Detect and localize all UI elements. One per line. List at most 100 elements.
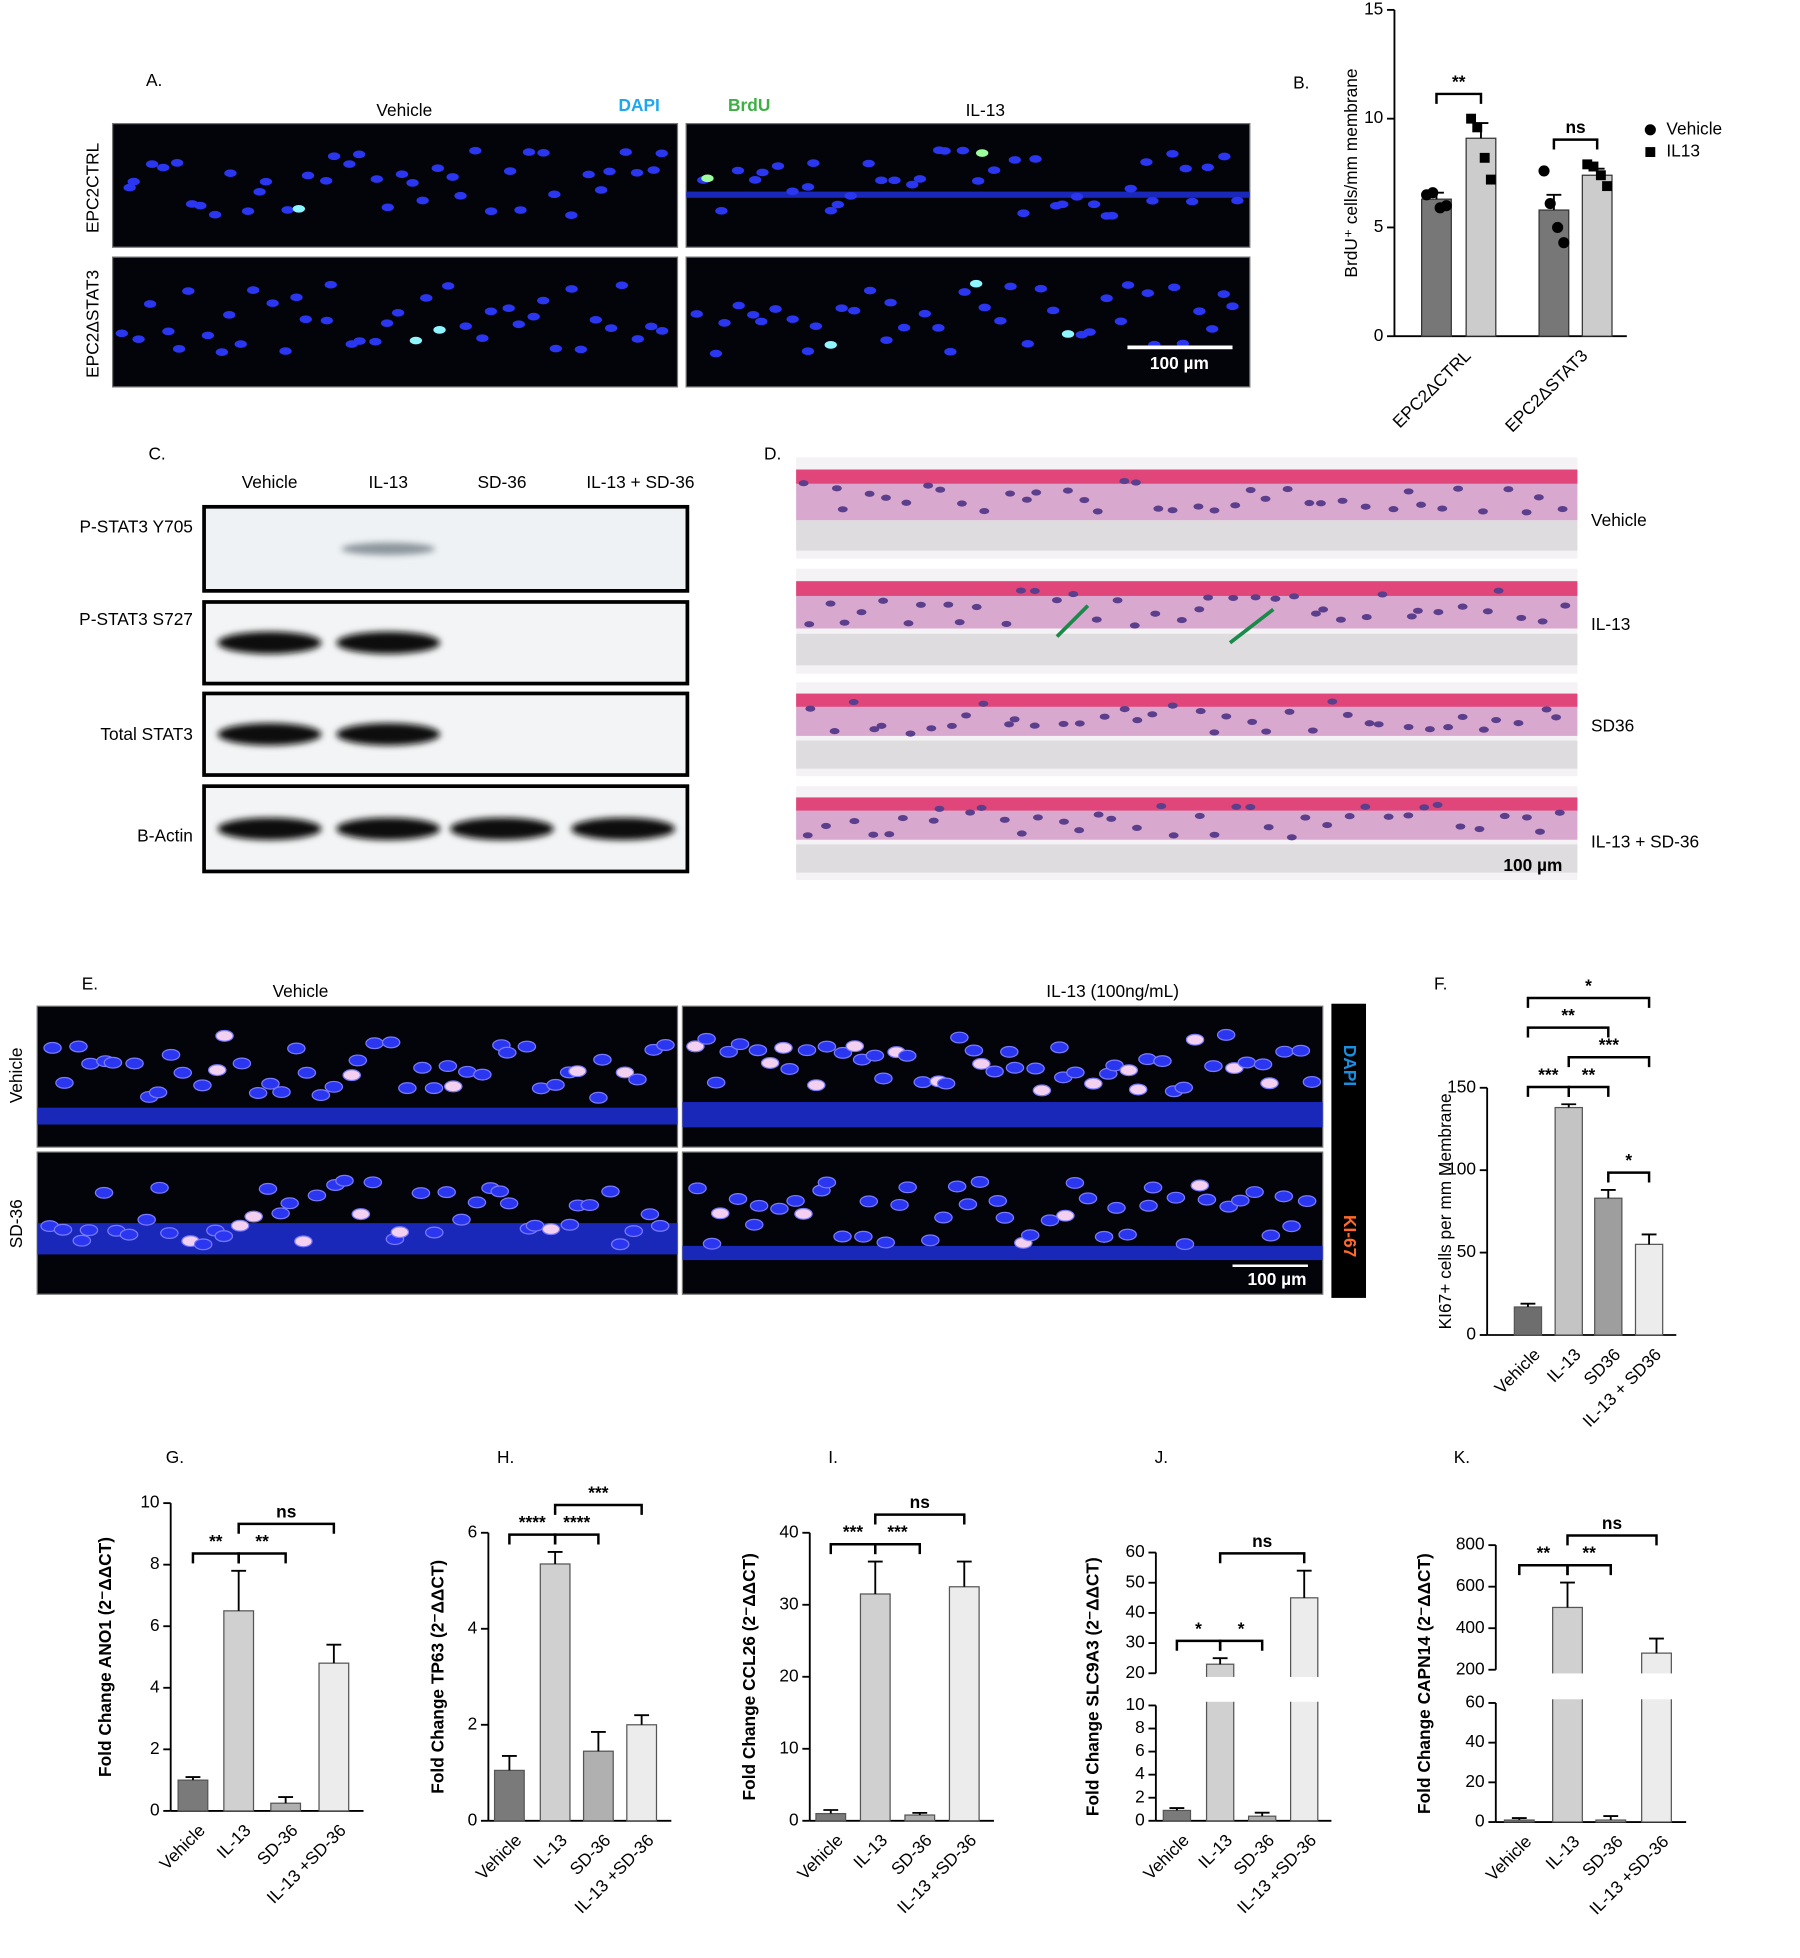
nucleus bbox=[710, 1207, 730, 1220]
nucleus bbox=[1029, 155, 1042, 163]
nucleus bbox=[1482, 608, 1493, 615]
nucleus bbox=[454, 191, 467, 200]
nucleus bbox=[1245, 486, 1256, 494]
nucleus bbox=[1017, 209, 1030, 218]
membrane bbox=[686, 191, 1250, 198]
nucleus bbox=[718, 319, 731, 327]
nucleus bbox=[119, 1228, 139, 1241]
data-point bbox=[1440, 200, 1452, 212]
nucleus bbox=[1503, 486, 1514, 493]
nucleus bbox=[1087, 200, 1101, 209]
band bbox=[341, 542, 436, 556]
column-label: Vehicle bbox=[376, 100, 432, 120]
arrow bbox=[1228, 607, 1275, 645]
error-bar bbox=[912, 1811, 928, 1816]
nucleus bbox=[1092, 508, 1103, 515]
nucleus bbox=[786, 187, 799, 196]
y-tick-label: 30 bbox=[779, 1593, 798, 1613]
nucleus bbox=[589, 1091, 608, 1104]
nucleus bbox=[343, 160, 356, 168]
nucleus bbox=[650, 1219, 670, 1232]
keratin-layer bbox=[796, 693, 1578, 707]
nucleus bbox=[1118, 1228, 1137, 1241]
y-tick-label: 600 bbox=[1456, 1575, 1485, 1595]
nucleus bbox=[1360, 803, 1371, 810]
nucleus bbox=[232, 1057, 252, 1070]
nucleus bbox=[880, 336, 893, 344]
nucleus bbox=[1066, 1066, 1085, 1079]
x-tick-label: Vehicle bbox=[1490, 1344, 1544, 1398]
nucleus bbox=[972, 1057, 991, 1070]
nucleus bbox=[1176, 616, 1187, 624]
nucleus bbox=[976, 804, 987, 811]
nucleus bbox=[162, 327, 175, 336]
bar bbox=[1247, 1815, 1277, 1822]
error-bar bbox=[1649, 1637, 1664, 1654]
nucleus bbox=[484, 207, 498, 216]
nucleus bbox=[1513, 720, 1524, 727]
nucleus bbox=[944, 347, 957, 356]
nucleus bbox=[1021, 496, 1032, 503]
nucleus bbox=[1364, 720, 1375, 727]
nucleus bbox=[215, 348, 229, 356]
significance-label: **** bbox=[519, 1512, 546, 1532]
nucleus bbox=[798, 480, 809, 487]
y-tick-label: 10 bbox=[140, 1492, 159, 1512]
nucleus bbox=[1056, 200, 1069, 209]
nucleus bbox=[878, 597, 889, 604]
nucleus bbox=[804, 621, 815, 628]
nucleus bbox=[425, 1226, 444, 1239]
y-axis-label: BrdU⁺ cells/mm membrane bbox=[1341, 69, 1361, 278]
nucleus bbox=[1016, 830, 1027, 837]
nucleus bbox=[248, 1087, 268, 1100]
bar bbox=[539, 1563, 571, 1822]
significance-bracket bbox=[237, 1552, 287, 1564]
nucleus bbox=[848, 306, 861, 315]
nucleus bbox=[970, 1175, 990, 1188]
nucleus bbox=[1300, 814, 1311, 821]
nucleus bbox=[978, 303, 991, 312]
membrane bbox=[796, 844, 1578, 873]
nucleus bbox=[115, 329, 129, 338]
nucleus bbox=[702, 1237, 722, 1250]
significance-label: ns bbox=[276, 1501, 296, 1521]
bar bbox=[270, 1802, 302, 1812]
nucleus bbox=[1499, 812, 1510, 820]
error-bar bbox=[1212, 1657, 1228, 1665]
bar bbox=[1289, 1597, 1319, 1822]
significance-bracket bbox=[553, 1503, 643, 1515]
nucleus bbox=[728, 1192, 748, 1205]
membrane bbox=[37, 1107, 678, 1125]
nucleus bbox=[1029, 587, 1040, 595]
nucleus bbox=[247, 286, 260, 294]
nucleus bbox=[935, 486, 946, 493]
nucleus bbox=[969, 279, 983, 288]
significance-bracket bbox=[1218, 1639, 1264, 1651]
nucleus bbox=[452, 1213, 471, 1226]
nucleus bbox=[381, 1036, 401, 1049]
y-tick-label: 60 bbox=[1126, 1541, 1145, 1561]
nucleus bbox=[730, 1038, 750, 1051]
nucleus bbox=[936, 1077, 956, 1090]
nucleus bbox=[604, 324, 618, 332]
bar bbox=[1552, 1606, 1583, 1823]
nucleus bbox=[193, 1079, 212, 1092]
bar bbox=[904, 1814, 936, 1822]
nucleus bbox=[1008, 156, 1022, 164]
nucleus bbox=[307, 1189, 327, 1202]
nucleus bbox=[348, 1054, 368, 1067]
lane-label: Vehicle bbox=[242, 472, 298, 492]
nucleus bbox=[1289, 593, 1300, 600]
nucleus bbox=[201, 331, 215, 340]
panel-label: I. bbox=[828, 1447, 838, 1467]
column-label: Vehicle bbox=[273, 981, 329, 1001]
nucleus bbox=[170, 159, 184, 167]
nucleus bbox=[1174, 1081, 1194, 1094]
nucleus bbox=[1050, 1041, 1069, 1054]
nucleus bbox=[756, 168, 769, 177]
nucleus bbox=[193, 1238, 213, 1251]
data-point bbox=[1466, 113, 1477, 124]
nucleus bbox=[1284, 708, 1295, 715]
nucleus bbox=[281, 206, 294, 214]
